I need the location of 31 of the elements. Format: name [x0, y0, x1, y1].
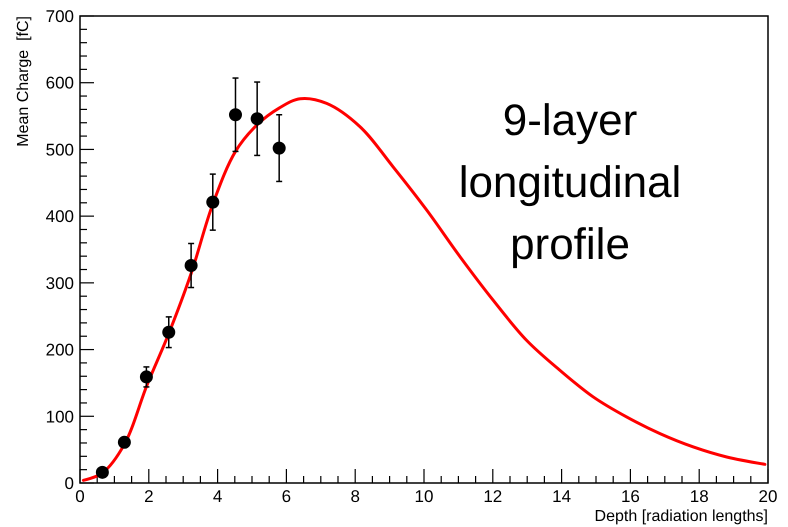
annotation: 9-layer longitudinal profile	[458, 96, 682, 269]
y-tick-label: 500	[46, 140, 74, 160]
x-tick-label: 10	[414, 487, 434, 506]
point	[184, 259, 198, 272]
x-tick-label: 20	[758, 487, 778, 506]
x-axis-title: Depth [radiation lengths]	[594, 508, 768, 525]
x-tick-label: 12	[483, 487, 502, 506]
y-axis-title: Mean Charge [fC]	[15, 16, 32, 147]
point	[162, 326, 176, 339]
point	[96, 466, 109, 479]
y-tick-label: 600	[46, 74, 74, 93]
y-tick-label: 400	[46, 207, 74, 226]
y-tick-label: 700	[46, 7, 74, 26]
y-tick-label: 100	[46, 407, 74, 426]
x-tick-label: 18	[690, 487, 709, 506]
point	[140, 370, 153, 384]
point	[250, 112, 264, 126]
x-tick-label: 2	[144, 487, 154, 506]
x-tick-label: 16	[620, 487, 640, 506]
x-tick-label: 6	[282, 487, 292, 506]
point	[272, 142, 286, 155]
y-tick-label: 300	[46, 274, 74, 293]
line-series	[82, 96, 766, 482]
x-tick-label: 14	[552, 487, 572, 506]
x-tick-label: 8	[350, 487, 360, 506]
x-tick-label: 4	[212, 487, 222, 506]
point	[206, 196, 220, 209]
y-tick-label: 0	[64, 474, 74, 493]
point	[228, 108, 242, 122]
y-tick-label: 200	[46, 340, 74, 360]
point	[118, 436, 131, 449]
